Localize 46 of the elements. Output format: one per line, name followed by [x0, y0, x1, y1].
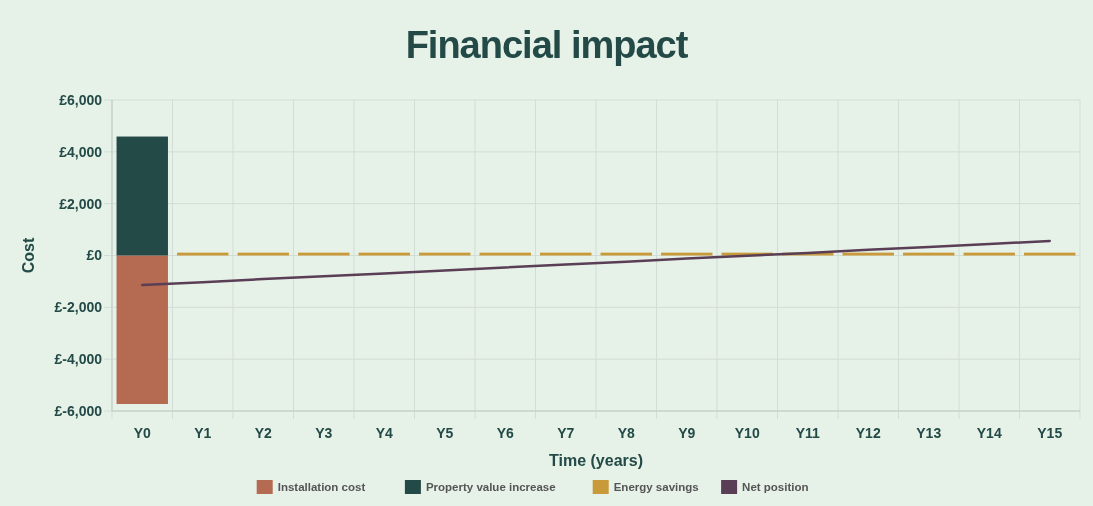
legend-label: Installation cost [277, 481, 366, 493]
line-series [141, 239, 1051, 287]
bar [116, 255, 168, 404]
bar [237, 252, 289, 256]
bar [177, 252, 229, 256]
bar [540, 252, 592, 256]
x-tick-label: Y10 [734, 425, 760, 441]
x-tick-label: Y3 [315, 425, 333, 441]
y-tick-label: £-6,000 [54, 402, 103, 419]
x-tick-label: Y8 [617, 425, 636, 441]
x-tick-label: Y13 [916, 425, 942, 441]
x-tick-label: Y7 [557, 425, 575, 441]
y-tick-label: £-4,000 [54, 351, 103, 368]
bar [842, 252, 894, 256]
x-tick-label: Y11 [795, 425, 821, 441]
y-tick-label: £2,000 [59, 195, 103, 212]
bar [479, 252, 531, 256]
x-tick-label: Y9 [678, 425, 696, 441]
y-tick-label: £4,000 [59, 143, 103, 160]
legend-label: Net position [742, 481, 809, 493]
x-tick-label: Y5 [436, 425, 454, 441]
x-tick-label: Y12 [855, 425, 881, 441]
bar [358, 252, 410, 256]
x-tick-label: Y15 [1037, 425, 1063, 441]
x-tick-label: Y6 [496, 425, 515, 441]
x-axis-title: Time (years) [549, 452, 643, 469]
x-tick-label: Y4 [375, 425, 394, 441]
bar [661, 252, 713, 256]
y-tick-label: £0 [86, 247, 103, 264]
x-tick-label: Y2 [254, 425, 273, 441]
bar [903, 252, 955, 256]
x-tick-label: Y0 [133, 425, 152, 441]
bar [116, 136, 168, 256]
y-axis-title: Cost [20, 237, 37, 274]
bar [298, 252, 350, 256]
x-tick-label: Y1 [194, 425, 212, 441]
bar [600, 252, 652, 256]
bar [419, 252, 471, 256]
legend-label: Property value increase [425, 481, 556, 493]
bar [1024, 252, 1076, 256]
chart-title: Financial impact [405, 24, 689, 66]
bar [963, 252, 1015, 256]
y-tick-label: £-2,000 [54, 299, 103, 316]
x-tick-label: Y14 [976, 425, 1002, 441]
y-tick-label: £6,000 [59, 91, 103, 108]
legend-label: Energy savings [613, 481, 699, 493]
